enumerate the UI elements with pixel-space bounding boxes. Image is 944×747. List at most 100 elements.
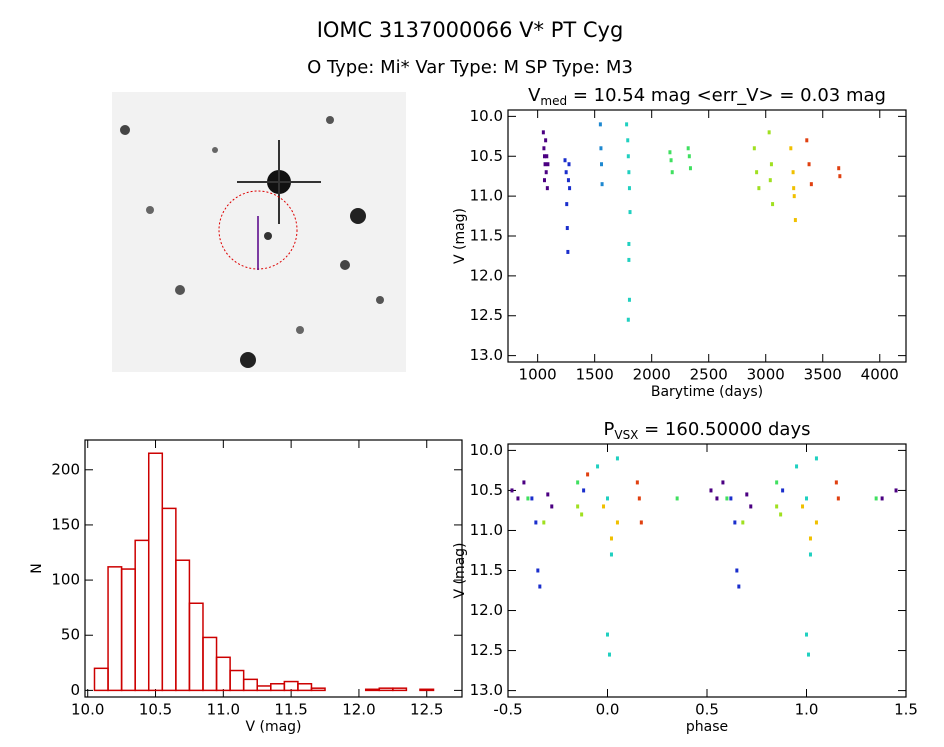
data-point: [755, 170, 759, 175]
data-point: [805, 496, 808, 501]
data-point: [668, 150, 672, 155]
data-point: [814, 520, 818, 525]
data-point: [599, 146, 603, 151]
data-point: [757, 186, 761, 191]
data-point: [806, 652, 810, 657]
data-point: [545, 154, 549, 159]
data-point: [791, 170, 795, 175]
data-point: [808, 536, 812, 541]
data-point: [779, 512, 783, 517]
data-point: [792, 194, 796, 199]
data-point: [805, 632, 808, 637]
data-point: [805, 138, 809, 143]
data-point: [771, 202, 775, 207]
y-tick-label: 10.0: [470, 107, 503, 125]
data-point: [627, 257, 631, 262]
data-point: [721, 480, 725, 485]
data-point: [686, 146, 690, 151]
x-tick-label: 2500: [690, 366, 728, 384]
data-point: [542, 178, 546, 183]
data-point: [609, 536, 613, 541]
y-axis-label: N: [29, 563, 45, 573]
y-tick-label: 13.0: [470, 346, 503, 364]
x-tick-label: 10.0: [71, 701, 104, 719]
data-point: [639, 520, 643, 525]
data-point: [576, 504, 580, 509]
data-point: [565, 226, 569, 231]
hist-bar: [229, 669, 245, 692]
data-point: [550, 504, 554, 509]
data-point: [582, 488, 586, 493]
data-point: [729, 496, 733, 501]
data-point: [735, 568, 739, 573]
data-point: [741, 520, 745, 525]
hist-bar: [378, 687, 394, 692]
data-point: [769, 162, 773, 167]
data-point: [536, 568, 540, 573]
data-point: [543, 162, 547, 167]
data-point: [749, 504, 753, 509]
hist-bar: [270, 683, 286, 692]
y-tick-label: 0: [70, 681, 80, 699]
data-point: [596, 464, 600, 469]
x-axis-label: V (mag): [245, 719, 301, 735]
data-point: [606, 496, 609, 501]
x-tick-label: 0.0: [596, 701, 620, 719]
data-point: [580, 512, 584, 517]
data-point: [838, 174, 842, 179]
plot-frame: [507, 109, 907, 363]
data-point: [544, 138, 548, 143]
chart-title: Vmed = 10.54 mag <err_V> = 0.03 mag: [528, 85, 886, 108]
hist-bar: [120, 568, 136, 692]
y-tick-label: 200: [51, 460, 80, 478]
data-point: [670, 170, 674, 175]
data-point: [626, 138, 630, 143]
data-point: [567, 162, 571, 167]
data-point: [600, 182, 604, 187]
data-point: [510, 488, 514, 493]
data-point: [516, 496, 520, 501]
data-point: [542, 154, 546, 159]
data-point: [709, 488, 713, 493]
y-tick-label: 12.5: [470, 641, 503, 659]
hist-bar: [297, 683, 313, 692]
data-point: [814, 456, 818, 461]
y-tick-label: 11.5: [470, 227, 503, 245]
x-tick-label: 1500: [576, 366, 614, 384]
data-point: [775, 504, 779, 509]
title-rest: = 160.50000 days: [638, 419, 810, 440]
data-point: [568, 186, 572, 191]
data-point: [637, 496, 641, 501]
y-tick-label: 11.0: [470, 521, 503, 539]
data-point: [627, 297, 631, 302]
data-point: [626, 317, 630, 322]
data-point: [808, 552, 812, 557]
y-axis-label: V (mag): [452, 208, 468, 264]
x-tick-label: 11.5: [274, 701, 307, 719]
data-point: [669, 158, 673, 163]
data-point: [768, 178, 772, 183]
hist-bar: [134, 539, 150, 692]
data-point: [566, 249, 570, 254]
data-point: [725, 496, 729, 501]
data-point: [628, 210, 632, 215]
y-tick-label: 100: [51, 571, 80, 589]
title-sub: VSX: [614, 428, 638, 442]
x-tick-label: 12.5: [410, 701, 443, 719]
y-tick-label: 10.5: [470, 147, 503, 165]
data-point: [615, 520, 619, 525]
data-point: [545, 186, 549, 191]
hist-bar: [93, 667, 109, 692]
data-point: [834, 480, 838, 485]
title-main: P: [604, 419, 615, 440]
data-point: [675, 496, 679, 501]
title-rest: = 10.54 mag <err_V> = 0.03 mag: [567, 85, 886, 106]
x-tick-label: 1000: [519, 366, 557, 384]
x-tick-label: 1.0: [795, 701, 819, 719]
x-axis-label: Barytime (days): [651, 384, 763, 400]
x-tick-label: 2000: [633, 366, 671, 384]
hist-bar: [188, 602, 204, 692]
data-point: [737, 584, 741, 589]
x-tick-label: 12.0: [342, 701, 375, 719]
